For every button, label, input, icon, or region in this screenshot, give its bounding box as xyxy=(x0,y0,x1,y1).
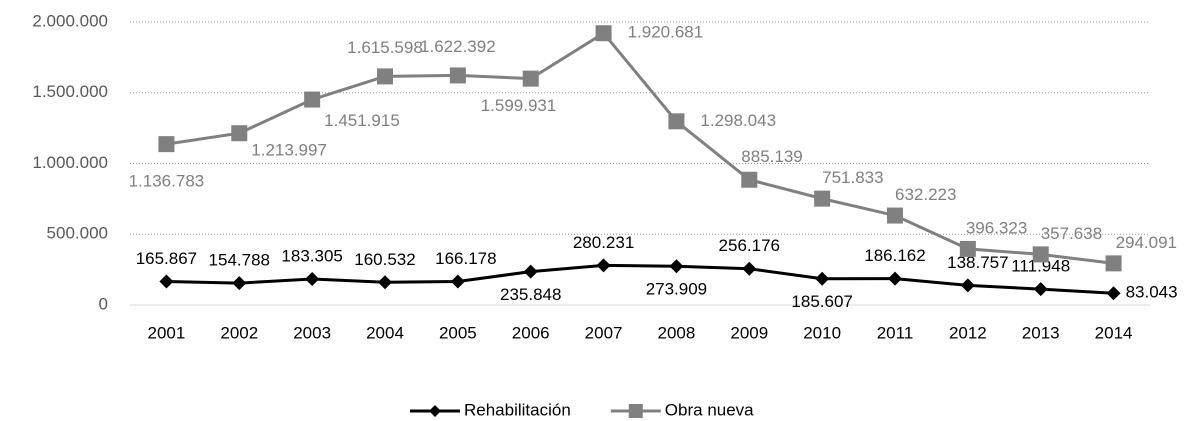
x-tick-label: 2007 xyxy=(585,323,623,342)
y-tick-label: 1.000.000 xyxy=(32,153,108,172)
marker xyxy=(232,276,247,291)
x-tick-label: 2010 xyxy=(803,323,841,342)
y-tick-label: 1.500.000 xyxy=(32,82,108,101)
data-label: 294.091 xyxy=(1116,233,1177,252)
marker xyxy=(815,271,830,286)
data-label: 1.136.783 xyxy=(129,172,205,191)
marker xyxy=(523,264,538,279)
x-tick-label: 2001 xyxy=(148,323,186,342)
x-tick-label: 2012 xyxy=(949,323,987,342)
marker xyxy=(596,258,611,273)
data-label: 256.176 xyxy=(719,236,780,255)
marker xyxy=(159,274,174,289)
x-tick-label: 2013 xyxy=(1022,323,1060,342)
data-label: 138.757 xyxy=(947,253,1008,272)
marker xyxy=(960,278,975,293)
data-label: 160.532 xyxy=(354,250,415,269)
marker xyxy=(304,91,321,108)
marker xyxy=(378,275,392,290)
data-label: 154.788 xyxy=(209,251,270,270)
marker xyxy=(741,171,758,188)
data-label: 396.323 xyxy=(966,218,1027,237)
y-tick-label: 500.000 xyxy=(47,224,108,243)
legend-label: Obra nueva xyxy=(665,400,754,419)
data-label: 166.178 xyxy=(435,249,496,268)
data-label: 1.615.598 xyxy=(347,38,423,57)
marker xyxy=(1033,282,1048,297)
marker xyxy=(1106,286,1121,301)
x-tick-label: 2003 xyxy=(293,323,331,342)
data-label: 1.213.997 xyxy=(251,141,327,160)
data-label: 186.162 xyxy=(864,246,925,265)
data-label: 273.909 xyxy=(646,280,707,299)
data-label: 165.867 xyxy=(136,249,197,268)
marker xyxy=(449,67,466,84)
marker xyxy=(1105,255,1122,272)
series-line xyxy=(166,263,1114,295)
data-label: 1.920.681 xyxy=(628,23,704,42)
data-label: 885.139 xyxy=(741,147,802,166)
marker xyxy=(305,272,320,287)
marker xyxy=(669,259,684,274)
data-label: 1.298.043 xyxy=(700,111,776,130)
marker xyxy=(522,70,539,87)
marker xyxy=(158,136,175,153)
data-label: 1.622.392 xyxy=(420,37,496,56)
marker xyxy=(887,207,903,224)
data-label: 280.231 xyxy=(573,233,634,252)
y-tick-label: 0 xyxy=(99,294,108,313)
marker xyxy=(1032,246,1049,263)
x-tick-label: 2004 xyxy=(366,323,404,342)
x-tick-label: 2009 xyxy=(730,323,768,342)
data-label: 1.599.931 xyxy=(481,96,557,115)
marker xyxy=(814,190,831,207)
marker xyxy=(450,274,465,289)
data-label: 83.043 xyxy=(1126,283,1178,302)
marker xyxy=(742,261,757,276)
marker xyxy=(668,113,685,130)
x-tick-label: 2008 xyxy=(658,323,696,342)
data-label: 111.948 xyxy=(1011,257,1070,276)
x-tick-label: 2002 xyxy=(220,323,258,342)
marker xyxy=(959,240,976,257)
data-label: 185.607 xyxy=(791,292,852,311)
y-tick-label: 2.000.000 xyxy=(32,11,108,30)
data-label: 632.223 xyxy=(895,185,956,204)
marker xyxy=(377,68,393,85)
x-tick-label: 2014 xyxy=(1095,323,1133,342)
marker xyxy=(595,25,612,42)
x-tick-label: 2006 xyxy=(512,323,550,342)
series-line xyxy=(166,31,1114,265)
data-label: 1.451.915 xyxy=(324,111,400,130)
legend-label: Rehabilitación xyxy=(464,400,571,419)
data-label: 751.833 xyxy=(822,168,883,187)
data-label: 235.848 xyxy=(500,285,561,304)
marker xyxy=(231,125,248,142)
marker xyxy=(888,271,902,286)
data-label: 183.305 xyxy=(281,247,342,266)
x-tick-label: 2011 xyxy=(877,323,914,342)
x-tick-label: 2005 xyxy=(439,323,477,342)
data-label: 357.638 xyxy=(1041,224,1102,243)
legend-marker xyxy=(429,405,441,417)
legend-marker xyxy=(628,404,643,418)
